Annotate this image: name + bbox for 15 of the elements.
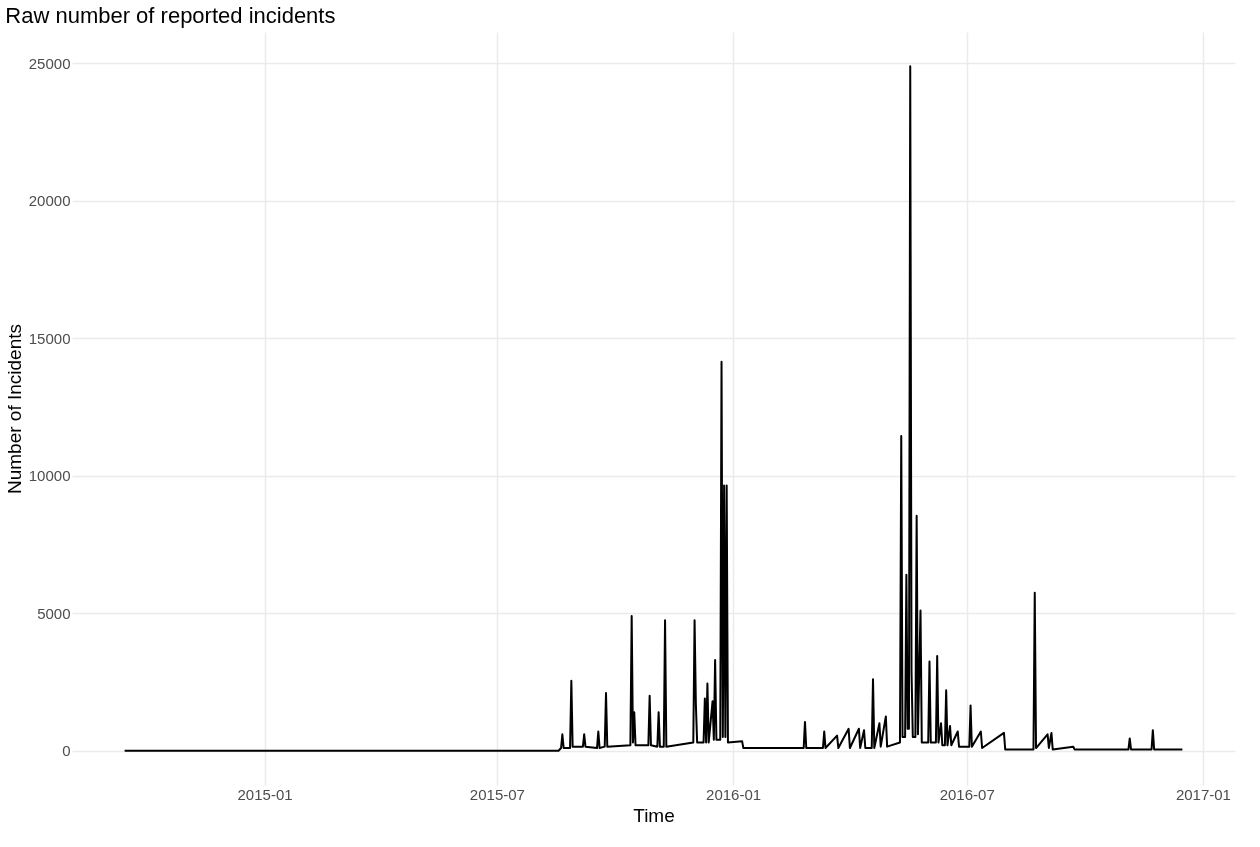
- x-tick-label: 2015-07: [469, 785, 525, 803]
- y-axis-title: Number of Incidents: [3, 323, 25, 495]
- y-tick-label: 5000: [37, 604, 71, 622]
- chart-title: Raw number of reported incidents: [5, 3, 336, 28]
- x-axis-title: Time: [633, 804, 675, 826]
- y-tick-label: 0: [62, 742, 71, 760]
- y-tick-label: 10000: [28, 467, 71, 485]
- y-tick-label: 15000: [28, 329, 71, 347]
- y-tick-label: 25000: [28, 54, 71, 72]
- x-tick-label: 2015-01: [237, 785, 293, 803]
- y-tick-label: 20000: [28, 192, 71, 210]
- x-tick-label: 2016-01: [706, 785, 762, 803]
- x-tick-label: 2016-07: [939, 785, 995, 803]
- x-tick-label: 2017-01: [1175, 785, 1231, 803]
- line-series: [123, 65, 1184, 752]
